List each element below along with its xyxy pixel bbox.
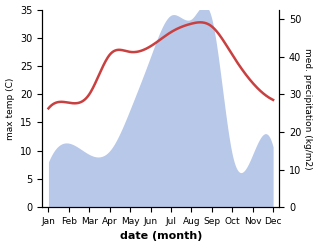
Y-axis label: med. precipitation (kg/m2): med. precipitation (kg/m2) [303,48,313,169]
X-axis label: date (month): date (month) [120,231,202,242]
Y-axis label: max temp (C): max temp (C) [5,77,15,140]
